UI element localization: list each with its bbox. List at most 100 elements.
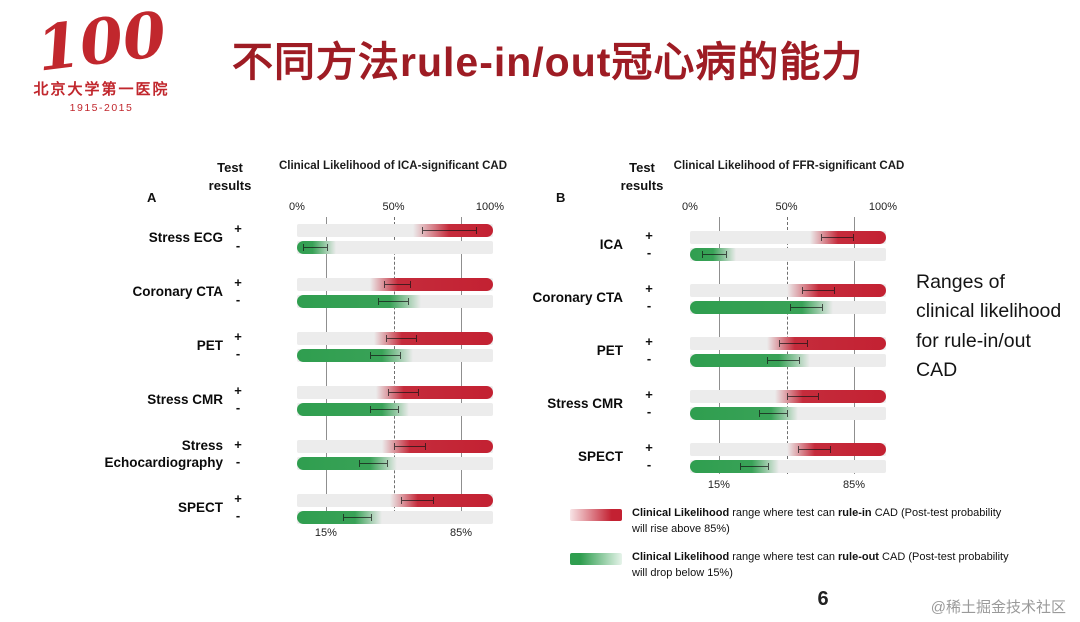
panel-a-ref-line-15 — [325, 217, 327, 523]
panel-b-label: B — [556, 190, 566, 205]
ci-coronary-cta-positive — [801, 286, 835, 294]
sign-negative-stress-cmr: - — [646, 404, 652, 419]
rule-out-gradient-swatch — [570, 552, 622, 565]
bar-stress-cmr-positive — [774, 389, 886, 403]
test-name-coronary-cta: Coronary CTA — [132, 284, 223, 300]
legend-lead-bold: Clinical Likelihood — [632, 550, 730, 563]
page-number: 6 — [817, 588, 829, 610]
track-ica-negative — [690, 247, 886, 261]
sign-negative-pet: - — [235, 346, 241, 361]
bar-coronary-cta-positive — [786, 283, 886, 297]
sign-negative-ica: - — [646, 245, 652, 260]
ci-stress-echocardiography-positive — [393, 442, 427, 450]
legend-rest-text: CAD (Post-test probability will rise abo… — [632, 507, 1002, 535]
bar-spect-positive — [786, 442, 886, 456]
legend-keyword-bold: rule-out — [838, 550, 879, 563]
bar-spect-positive — [389, 493, 493, 507]
rule-out-legend-text: Clinical Likelihood range where test can… — [632, 550, 1010, 582]
ci-spect-positive — [798, 445, 831, 453]
panel-b-top-tick-100%: 100% — [868, 201, 898, 213]
legend-mid-text: range where test can — [729, 507, 839, 519]
sign-negative-stress-echocardiography: - — [235, 454, 241, 469]
ci-ica-positive — [821, 233, 855, 241]
sign-negative-spect: - — [646, 457, 652, 472]
ci-stress-cmr-positive — [786, 392, 820, 400]
test-name-stress-ecg: Stress ECG — [148, 230, 223, 246]
watermark: @稀土掘金技术社区 — [930, 599, 1066, 616]
panel-a-ref-line-50 — [393, 217, 395, 523]
bar-stress-echocardiography-negative — [297, 456, 398, 470]
ci-stress-ecg-positive — [422, 226, 477, 234]
sign-negative-stress-ecg: - — [235, 238, 241, 253]
ci-coronary-cta-positive — [383, 280, 411, 288]
ci-spect-negative — [343, 513, 373, 521]
ci-pet-negative — [767, 356, 801, 364]
ci-coronary-cta-negative — [378, 297, 409, 305]
bar-pet-positive — [767, 336, 886, 350]
ci-spect-positive — [401, 496, 435, 504]
ci-pet-positive — [385, 334, 417, 342]
bar-stress-cmr-negative — [297, 402, 409, 416]
test-name-spect: SPECT — [577, 449, 623, 465]
panel-b-bottom-tick-15%: 15% — [707, 479, 730, 491]
panel-a-top-tick-0%: 0% — [289, 201, 305, 213]
legend-keyword-bold: rule-in — [838, 507, 872, 519]
sign-negative-stress-cmr: - — [235, 400, 241, 415]
sign-positive-spect: + — [645, 440, 653, 455]
legend-item-rule-in: Clinical Likelihood range where test can… — [570, 506, 1010, 538]
ci-coronary-cta-negative — [790, 303, 824, 311]
test-name-ica: ICA — [599, 237, 623, 253]
legend-mid-text: range where test can — [729, 550, 839, 563]
bar-stress-cmr-positive — [376, 385, 493, 399]
logo-hospital-name: 北京大学第一医院 — [33, 80, 170, 99]
sign-positive-stress-cmr: + — [645, 387, 653, 402]
slide-title: 不同方法rule-in/out冠心病的能力 — [232, 39, 864, 85]
side-note: Ranges of clinical likelihood for rule-i… — [916, 271, 1062, 381]
test-name-coronary-cta: Coronary CTA — [532, 290, 623, 306]
sign-negative-pet: - — [646, 351, 652, 366]
sign-positive-stress-ecg: + — [234, 221, 242, 236]
panel-a-top-tick-50%: 50% — [382, 201, 405, 213]
logo-years: 1915-2015 — [69, 102, 134, 115]
sign-positive-coronary-cta: + — [234, 275, 242, 290]
legend-item-rule-out: Clinical Likelihood range where test can… — [570, 550, 1010, 582]
panel-a-bottom-tick-85%: 85% — [450, 527, 473, 539]
panel-a-bottom-tick-15%: 15% — [314, 527, 337, 539]
sign-negative-coronary-cta: - — [646, 298, 652, 313]
ci-stress-cmr-positive — [387, 388, 419, 396]
sign-positive-stress-echocardiography: + — [234, 437, 242, 452]
bar-stress-cmr-negative — [690, 406, 799, 420]
sign-positive-pet: + — [645, 334, 653, 349]
panel-a-label: A — [147, 190, 157, 205]
test-name-pet: PET — [596, 343, 623, 359]
bar-coronary-cta-positive — [370, 277, 493, 291]
sign-positive-stress-cmr: + — [234, 383, 242, 398]
hospital-logo: 100 北京大学第一医院 1915-2015 — [14, 0, 189, 115]
test-name-stress-cmr: Stress CMR — [547, 396, 623, 412]
test-name-stress-cmr: Stress CMR — [147, 392, 223, 408]
bar-stress-echocardiography-positive — [381, 439, 493, 453]
test-name-stress-echocardiography: Stress Echocardiography — [104, 438, 223, 470]
ci-stress-cmr-negative — [370, 405, 400, 413]
sign-negative-spect: - — [235, 508, 241, 523]
track-stress-ecg-negative — [297, 240, 493, 254]
legend-lead-bold: Clinical Likelihood — [632, 507, 730, 519]
panel-a-test-results-header: Test results — [208, 160, 252, 193]
panel-b-bottom-tick-85%: 85% — [843, 479, 866, 491]
rule-in-gradient-swatch — [570, 509, 622, 521]
panel-a-chart-title: Clinical Likelihood of ICA-significant C… — [278, 160, 508, 172]
ci-stress-ecg-negative — [302, 243, 328, 251]
sign-negative-coronary-cta: - — [235, 292, 241, 307]
test-name-spect: SPECT — [177, 500, 223, 516]
sign-positive-coronary-cta: + — [645, 281, 653, 296]
bar-coronary-cta-negative — [690, 300, 833, 314]
legend: Clinical Likelihood range where test can… — [570, 506, 1010, 594]
legend-rest-text: CAD (Post-test probability will drop bel… — [632, 550, 1009, 579]
sign-positive-pet: + — [234, 329, 242, 344]
ci-ica-negative — [701, 250, 727, 258]
test-name-pet: PET — [196, 338, 223, 354]
bar-coronary-cta-negative — [297, 294, 421, 308]
panel-b-chart-title: Clinical Likelihood of FFR-significant C… — [673, 160, 905, 172]
panel-b-test-results-header: Test results — [620, 160, 664, 193]
